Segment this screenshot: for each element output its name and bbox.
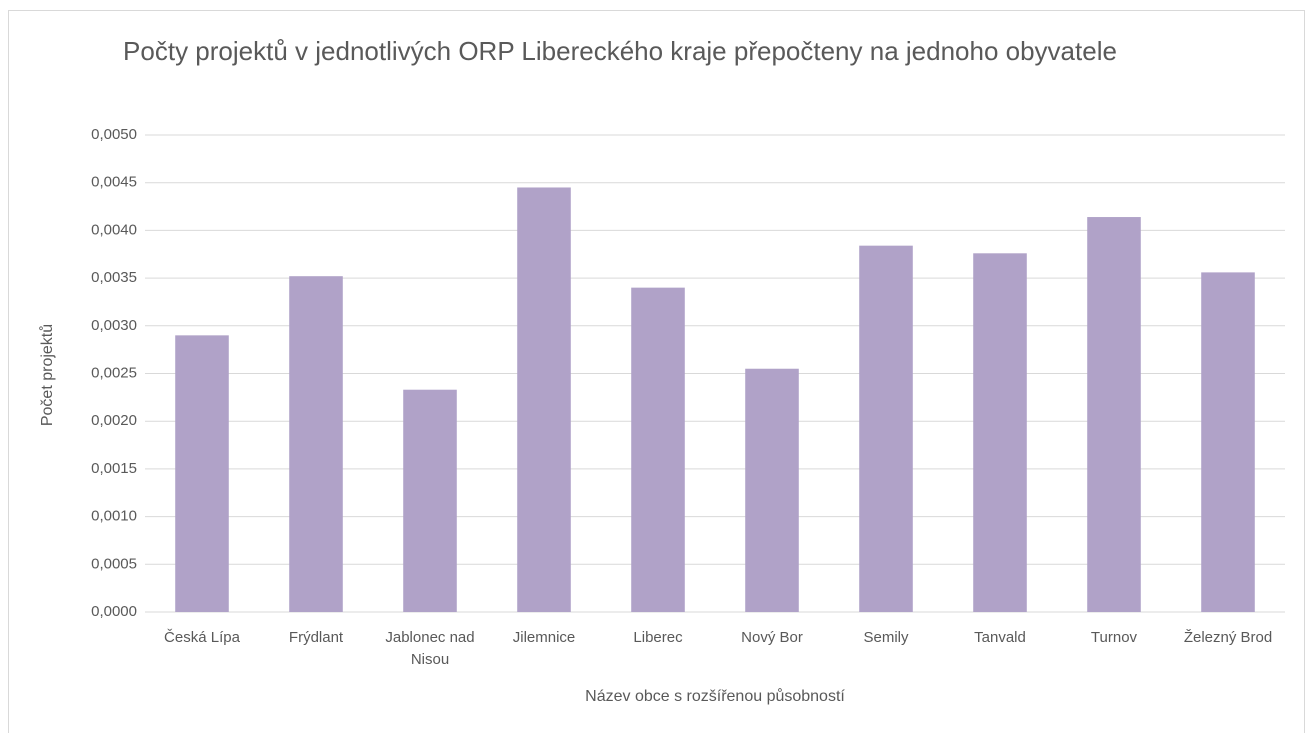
y-tick-label: 0,0025 [91,364,137,381]
y-tick-label: 0,0010 [91,508,137,525]
y-tick-label: 0,0005 [91,555,137,572]
y-tick-label: 0,0000 [91,603,137,620]
bar [175,335,229,612]
bar [289,276,343,612]
bar [745,368,799,612]
bar [403,389,457,612]
x-tick-label: Nový Bor [741,629,803,646]
y-tick-label: 0,0020 [91,412,137,429]
bar [631,287,685,612]
x-tick-label: Turnov [1090,629,1138,646]
x-tick-label: Jablonec nad Nisou [385,629,475,668]
bar [1201,272,1255,612]
x-tick-label: Tanvald [974,629,1026,646]
y-tick-label: 0,0040 [91,221,137,238]
x-tick-label: Frýdlant [288,629,344,646]
x-tick-label: Jilemnice [512,629,576,646]
y-tick-label: 0,0030 [91,317,137,334]
x-axis-title: Název obce s rozšířenou působností [585,688,845,705]
x-tick-label: Semily [863,629,909,646]
chart-frame [8,10,1305,733]
bar [517,187,571,612]
x-tick-label: Liberec [633,629,683,646]
bar [859,245,913,612]
y-tick-label: 0,0015 [91,460,137,477]
y-axis-title: Počet projektů [39,323,56,427]
bar [973,253,1027,612]
x-tick-label: Česká Lípa [164,629,240,646]
bar [1087,217,1141,612]
y-tick-label: 0,0035 [91,269,137,286]
y-tick-label: 0,0050 [91,126,137,143]
x-tick-label: Železný Brod [1183,629,1273,646]
chart-title: Počty projektů v jednotlivých ORP Libere… [123,36,1117,66]
y-tick-label: 0,0045 [91,174,137,191]
